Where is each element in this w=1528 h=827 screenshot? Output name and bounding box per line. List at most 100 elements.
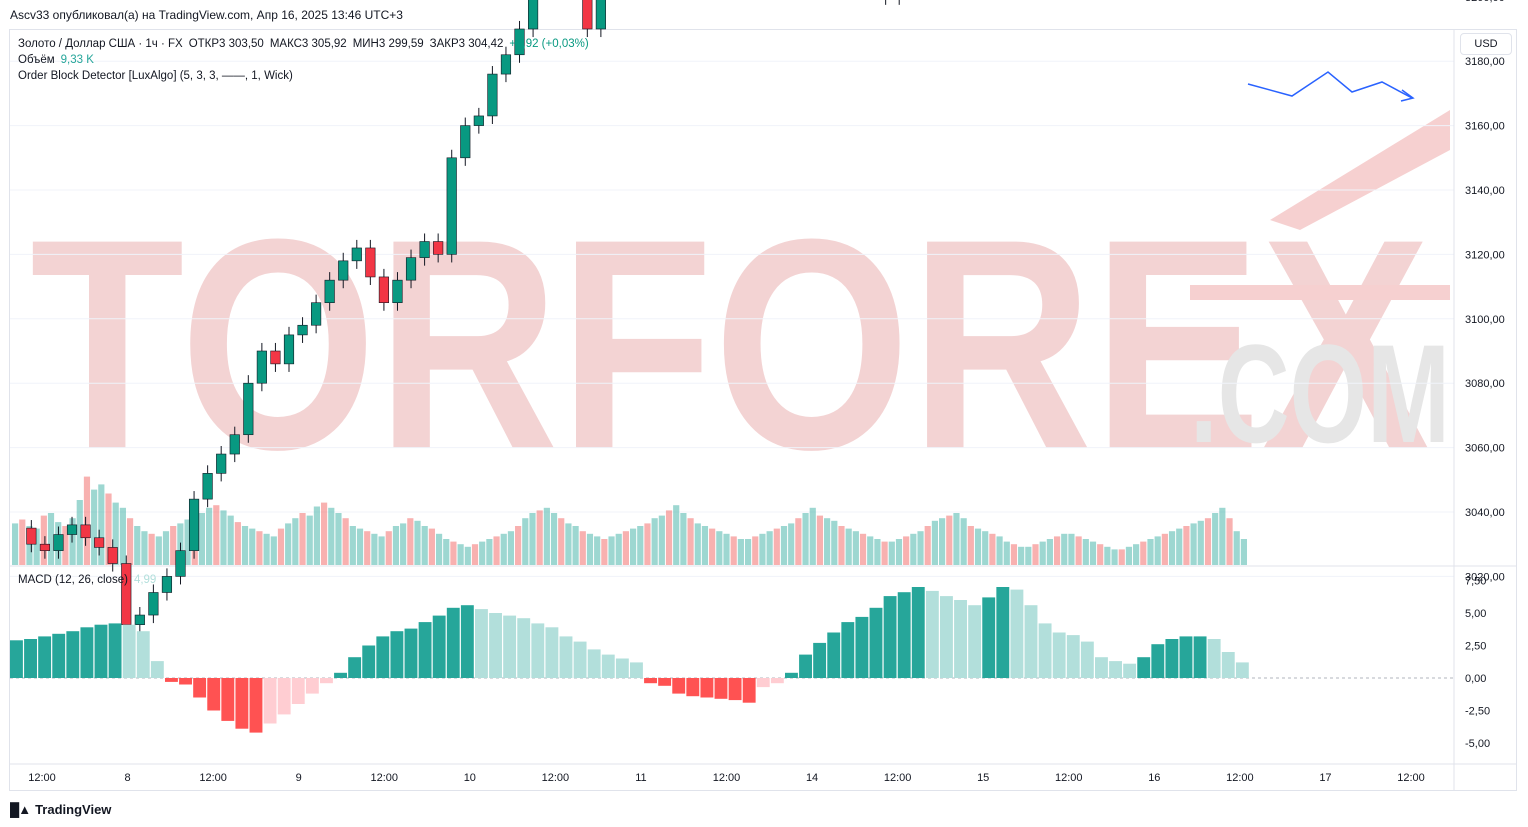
volume-bar xyxy=(888,541,895,565)
volume-bar xyxy=(1240,539,1247,565)
volume-bar xyxy=(960,518,967,565)
volume-bar xyxy=(234,522,241,565)
volume-bar xyxy=(989,533,996,565)
volume-bar xyxy=(1219,507,1226,565)
volume-bar xyxy=(1089,541,1097,565)
volume-bar xyxy=(744,539,752,565)
macd-bar xyxy=(799,654,812,678)
volume-bar xyxy=(471,544,479,565)
volume-bar xyxy=(1032,544,1039,565)
volume-bar xyxy=(40,515,47,565)
candle-body xyxy=(148,592,159,616)
volume-bar xyxy=(752,536,759,565)
volume-bar xyxy=(385,531,392,565)
volume-bar xyxy=(673,505,680,565)
volume-bar xyxy=(565,523,572,565)
time-axis[interactable]: 12:00 8 12:00 9 12:00 10 12:00 11 12:00 14 12:00 15… xyxy=(28,772,1425,784)
volume-bar xyxy=(83,476,91,565)
macd-axis[interactable]: 7,50 5,00 2,50 0,00 -2,50 -5,00 xyxy=(1465,576,1490,751)
volume-bar xyxy=(342,518,349,565)
volume-bar xyxy=(457,544,464,565)
macd-label[interactable]: MACD (12, 26, close) xyxy=(18,574,128,586)
macd-tick-label: 0,00 xyxy=(1465,673,1486,685)
volume-bar xyxy=(1018,546,1025,565)
projection-arrow-icon xyxy=(1400,89,1415,102)
volume-bar xyxy=(558,518,565,565)
volume-bar xyxy=(795,518,802,565)
volume-bar xyxy=(33,528,40,565)
time-tick-label: 9 xyxy=(296,772,302,784)
volume-bar xyxy=(974,528,982,565)
volume-bar xyxy=(69,518,76,565)
macd-bar xyxy=(869,607,883,678)
candle-body xyxy=(351,247,362,262)
macd-bar xyxy=(1193,636,1207,678)
volume-bar xyxy=(536,510,543,565)
macd-bar xyxy=(404,628,418,678)
volume-label[interactable]: Объём xyxy=(18,54,55,66)
volume-bar xyxy=(1003,541,1010,565)
watermark-text: TORFOREX xyxy=(30,176,1431,512)
indicator-label[interactable]: Order Block Detector [LuxAlgo] (5, 3, 3,… xyxy=(18,70,293,82)
volume-bars xyxy=(12,476,1247,565)
high-value: МАКС3 305,92 xyxy=(269,38,347,50)
time-tick-label: 17 xyxy=(1319,772,1331,784)
macd-bar xyxy=(1221,652,1235,678)
price-tick-label: 3080,00 xyxy=(1465,378,1505,390)
volume-bar xyxy=(493,536,500,565)
volume-bar xyxy=(982,531,989,565)
macd-bar xyxy=(179,678,192,685)
candle-body xyxy=(216,453,227,474)
tradingview-logo-icon[interactable]: █▲ xyxy=(10,802,31,817)
volume-bar xyxy=(701,526,709,565)
footer-brand[interactable]: TradingView xyxy=(35,802,112,817)
volume-bar xyxy=(630,528,637,565)
macd-bar xyxy=(94,624,108,678)
price-axis[interactable]: 3280,003240,003200,003180,003160,003140,… xyxy=(1465,0,1505,583)
candle-body xyxy=(243,382,254,436)
volume-bar xyxy=(1190,523,1197,565)
macd-bar xyxy=(756,678,770,688)
volume-bar xyxy=(98,484,105,565)
volume-bar xyxy=(371,533,378,565)
macd-bar xyxy=(150,661,164,678)
macd-bar xyxy=(475,609,488,678)
macd-bar xyxy=(925,590,939,678)
candle-body xyxy=(270,350,281,365)
volume-bar xyxy=(895,539,903,565)
volume-bar xyxy=(414,520,421,565)
macd-bar xyxy=(432,615,446,678)
macd-bar xyxy=(770,678,784,684)
macd-bar xyxy=(714,678,728,699)
volume-bar xyxy=(665,510,673,565)
candle-body xyxy=(419,241,430,258)
volume-bar xyxy=(1133,544,1140,565)
volume-bar xyxy=(112,502,119,565)
volume-bar xyxy=(507,531,515,565)
macd-bar xyxy=(277,678,291,715)
volume-bar xyxy=(924,526,931,565)
macd-legend: MACD (12, 26, close) 4,99 xyxy=(18,574,156,586)
volume-bar xyxy=(306,515,313,565)
macd-bar xyxy=(841,622,855,678)
open-value: ОТКР3 303,50 xyxy=(188,38,264,50)
macd-bar xyxy=(517,618,531,678)
volume-bar xyxy=(241,526,249,565)
macd-bar xyxy=(348,657,362,678)
volume-bar xyxy=(435,533,443,565)
currency-button[interactable]: USD xyxy=(1460,33,1512,55)
candle-body xyxy=(202,473,213,500)
volume-bar xyxy=(615,533,622,565)
candle-body xyxy=(80,524,91,539)
macd-bar xyxy=(1066,635,1080,678)
volume-bar xyxy=(1082,539,1089,565)
volume-bar xyxy=(637,526,644,565)
candle-body xyxy=(460,125,471,159)
time-tick-label: 16 xyxy=(1148,772,1160,784)
symbol-title[interactable]: Золото / Доллар США · 1ч · FX xyxy=(18,38,183,50)
time-tick-label: 12:00 xyxy=(199,772,227,784)
macd-bar xyxy=(855,616,869,678)
volume-value: 9,33 K xyxy=(60,54,94,66)
macd-bar xyxy=(221,678,235,721)
